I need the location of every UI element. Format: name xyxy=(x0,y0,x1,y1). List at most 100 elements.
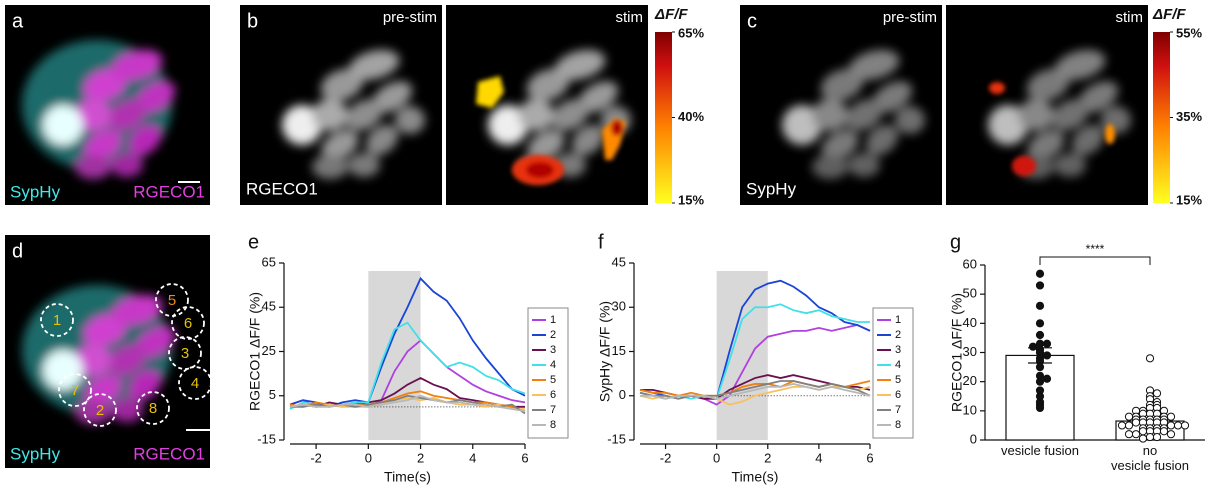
data-point xyxy=(1159,427,1169,436)
panel-letter: e xyxy=(248,231,259,253)
roi-circle xyxy=(58,373,92,407)
data-point xyxy=(1042,351,1052,360)
roi-label: 8 xyxy=(149,400,157,417)
y-tick-label: -15 xyxy=(607,431,626,446)
channel-label: RGECO1 xyxy=(246,179,318,198)
legend-label: 7 xyxy=(895,404,901,416)
series-line xyxy=(289,394,526,413)
data-point xyxy=(1138,434,1148,443)
legend-box xyxy=(527,307,569,439)
image-title: stim xyxy=(616,9,644,26)
roi-label: 3 xyxy=(181,345,189,362)
series-line xyxy=(639,380,871,400)
y-tick-label: 50 xyxy=(963,286,977,301)
data-point xyxy=(1042,339,1052,348)
stim-shade xyxy=(716,271,768,440)
data-point xyxy=(1166,421,1176,430)
legend-label: 2 xyxy=(895,329,901,341)
panel-letter: f xyxy=(598,231,604,253)
significance-label: **** xyxy=(1086,242,1105,256)
data-point xyxy=(1152,432,1162,442)
channel-label: SypHy xyxy=(10,182,61,201)
panel-letter: a xyxy=(12,10,24,32)
y-axis-label: RGECO1 ΔF/F (%) xyxy=(247,292,263,411)
x-tick-label: 2 xyxy=(764,450,771,465)
data-point xyxy=(1152,389,1162,398)
y-tick-label: 65 xyxy=(262,254,276,269)
x-axis-label: Time(s) xyxy=(384,469,431,485)
roi-circle xyxy=(178,366,212,400)
colorbar-tick-label: 15% xyxy=(1176,192,1202,207)
roi-circle xyxy=(136,391,170,425)
roi-label: 1 xyxy=(53,312,61,329)
legend-label: 1 xyxy=(895,314,901,326)
data-point xyxy=(1035,330,1045,340)
roi-circle xyxy=(171,306,205,340)
panel-letter: d xyxy=(12,240,23,262)
y-tick-label: 5 xyxy=(269,387,276,402)
roi-circle xyxy=(168,336,202,370)
x-tick-label: 6 xyxy=(866,450,873,465)
roi-circle xyxy=(40,303,74,337)
colorbar xyxy=(1153,32,1170,203)
x-tick-label: 0 xyxy=(365,450,372,465)
legend-label: 4 xyxy=(550,359,556,371)
roi-label: 7 xyxy=(71,382,79,399)
x-tick-label: -2 xyxy=(310,450,322,465)
data-point xyxy=(1035,319,1045,328)
colorbar-title: ΔF/F xyxy=(1152,6,1186,23)
y-tick-label: -15 xyxy=(257,431,276,446)
data-point xyxy=(1124,430,1134,439)
series-line xyxy=(640,383,871,400)
y-tick-label: 60 xyxy=(963,256,977,271)
roi-label: 2 xyxy=(96,402,104,419)
x-tick-label: 6 xyxy=(521,450,528,465)
legend-label: 1 xyxy=(550,314,556,326)
data-point xyxy=(1124,421,1134,430)
data-point xyxy=(1131,430,1141,439)
data-point xyxy=(1035,377,1045,386)
image-title: pre-stim xyxy=(883,9,937,26)
roi-label: 5 xyxy=(168,292,176,309)
legend-label: 6 xyxy=(550,389,556,401)
x-tick-label: -2 xyxy=(660,450,672,465)
legend-label: 4 xyxy=(895,359,901,371)
panel-letter: g xyxy=(950,231,961,253)
panel-letter: b xyxy=(247,10,258,32)
legend-label: 5 xyxy=(895,374,901,386)
roi-circle xyxy=(83,393,117,427)
legend-label: 6 xyxy=(895,389,901,401)
colorbar-tick-label: 40% xyxy=(678,109,704,124)
data-point xyxy=(1042,374,1052,383)
legend-label: 2 xyxy=(550,329,556,341)
legend-label: 5 xyxy=(550,374,556,386)
image-title: pre-stim xyxy=(383,9,437,26)
y-axis-label: RGECO1 ΔF/F (%) xyxy=(949,293,965,412)
x-axis-label: Time(s) xyxy=(732,469,779,485)
y-tick-label: 15 xyxy=(612,343,626,358)
significance-bracket xyxy=(1039,256,1151,265)
data-point xyxy=(1138,427,1148,436)
data-point xyxy=(1173,421,1183,430)
colorbar-tick-label: 15% xyxy=(678,192,704,207)
y-tick-label: 30 xyxy=(612,299,626,314)
x-tick-label: no vesicle fusion xyxy=(1111,443,1189,473)
legend-label: 8 xyxy=(550,419,556,431)
data-point xyxy=(1131,418,1141,427)
channel-label: SypHy xyxy=(10,444,61,463)
legend-label: 3 xyxy=(895,344,901,356)
y-tick-label: 10 xyxy=(963,402,977,417)
colorbar-title: ΔF/F xyxy=(654,6,688,23)
colorbar-tick-label: 35% xyxy=(1176,109,1202,124)
data-point xyxy=(1166,412,1176,421)
x-tick-label: 4 xyxy=(815,450,822,465)
roi-label: 6 xyxy=(184,315,192,332)
roi-circle xyxy=(155,283,189,317)
channel-label: RGECO1 xyxy=(133,182,205,201)
data-point xyxy=(1035,281,1045,290)
y-tick-label: 45 xyxy=(262,299,276,314)
legend-box xyxy=(872,307,914,439)
data-point xyxy=(1145,432,1155,442)
panel-letter: c xyxy=(747,10,757,32)
